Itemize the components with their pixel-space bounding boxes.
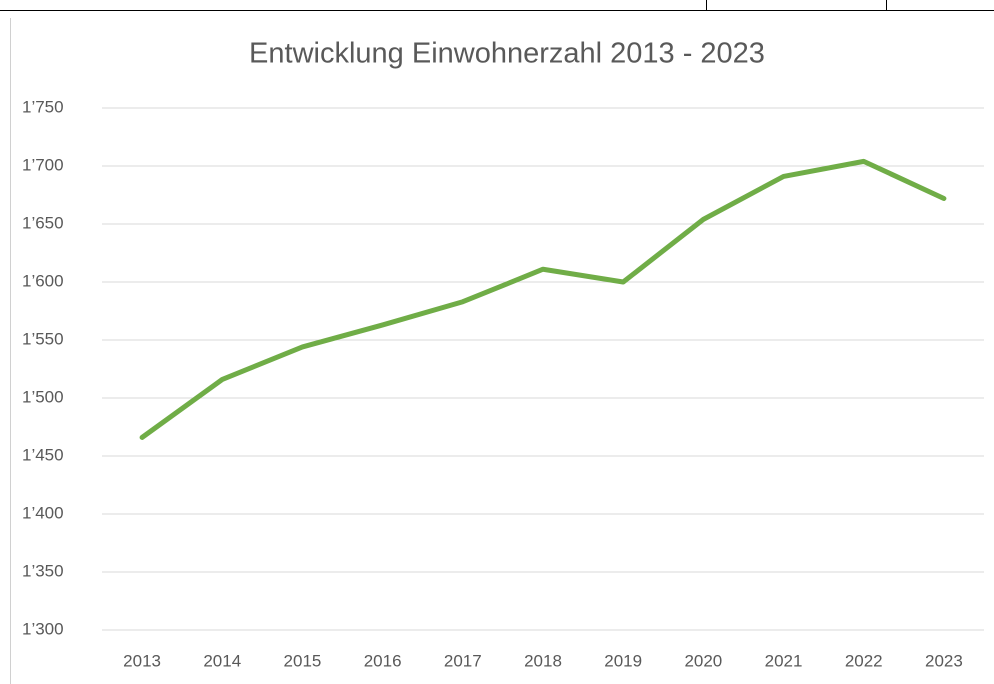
y-tick-label: 1’600 [22, 271, 64, 290]
x-tick-label: 2016 [364, 651, 402, 670]
x-tick-label: 2020 [684, 651, 722, 670]
x-tick-label: 2019 [604, 651, 642, 670]
y-tick-label: 1’750 [22, 97, 64, 116]
x-tick-label: 2015 [284, 651, 322, 670]
x-tick-label: 2021 [765, 651, 803, 670]
y-tick-label: 1’350 [22, 561, 64, 580]
data-line [139, 158, 947, 440]
x-tick-label: 2013 [123, 651, 161, 670]
x-tick-label: 2023 [925, 651, 963, 670]
y-tick-label: 1’300 [22, 619, 64, 638]
y-tick-label: 1’500 [22, 387, 64, 406]
y-tick-label: 1’700 [22, 155, 64, 174]
y-tick-label: 1’400 [22, 503, 64, 522]
chart-title: Entwicklung Einwohnerzahl 2013 - 2023 [249, 38, 765, 70]
y-tick-label: 1’450 [22, 445, 64, 464]
x-tick-label: 2017 [444, 651, 482, 670]
y-tick-label: 1’650 [22, 213, 64, 232]
x-tick-label: 2014 [203, 651, 241, 670]
x-tick-label: 2018 [524, 651, 562, 670]
x-tick-label: 2022 [845, 651, 883, 670]
y-tick-label: 1’550 [22, 329, 64, 348]
